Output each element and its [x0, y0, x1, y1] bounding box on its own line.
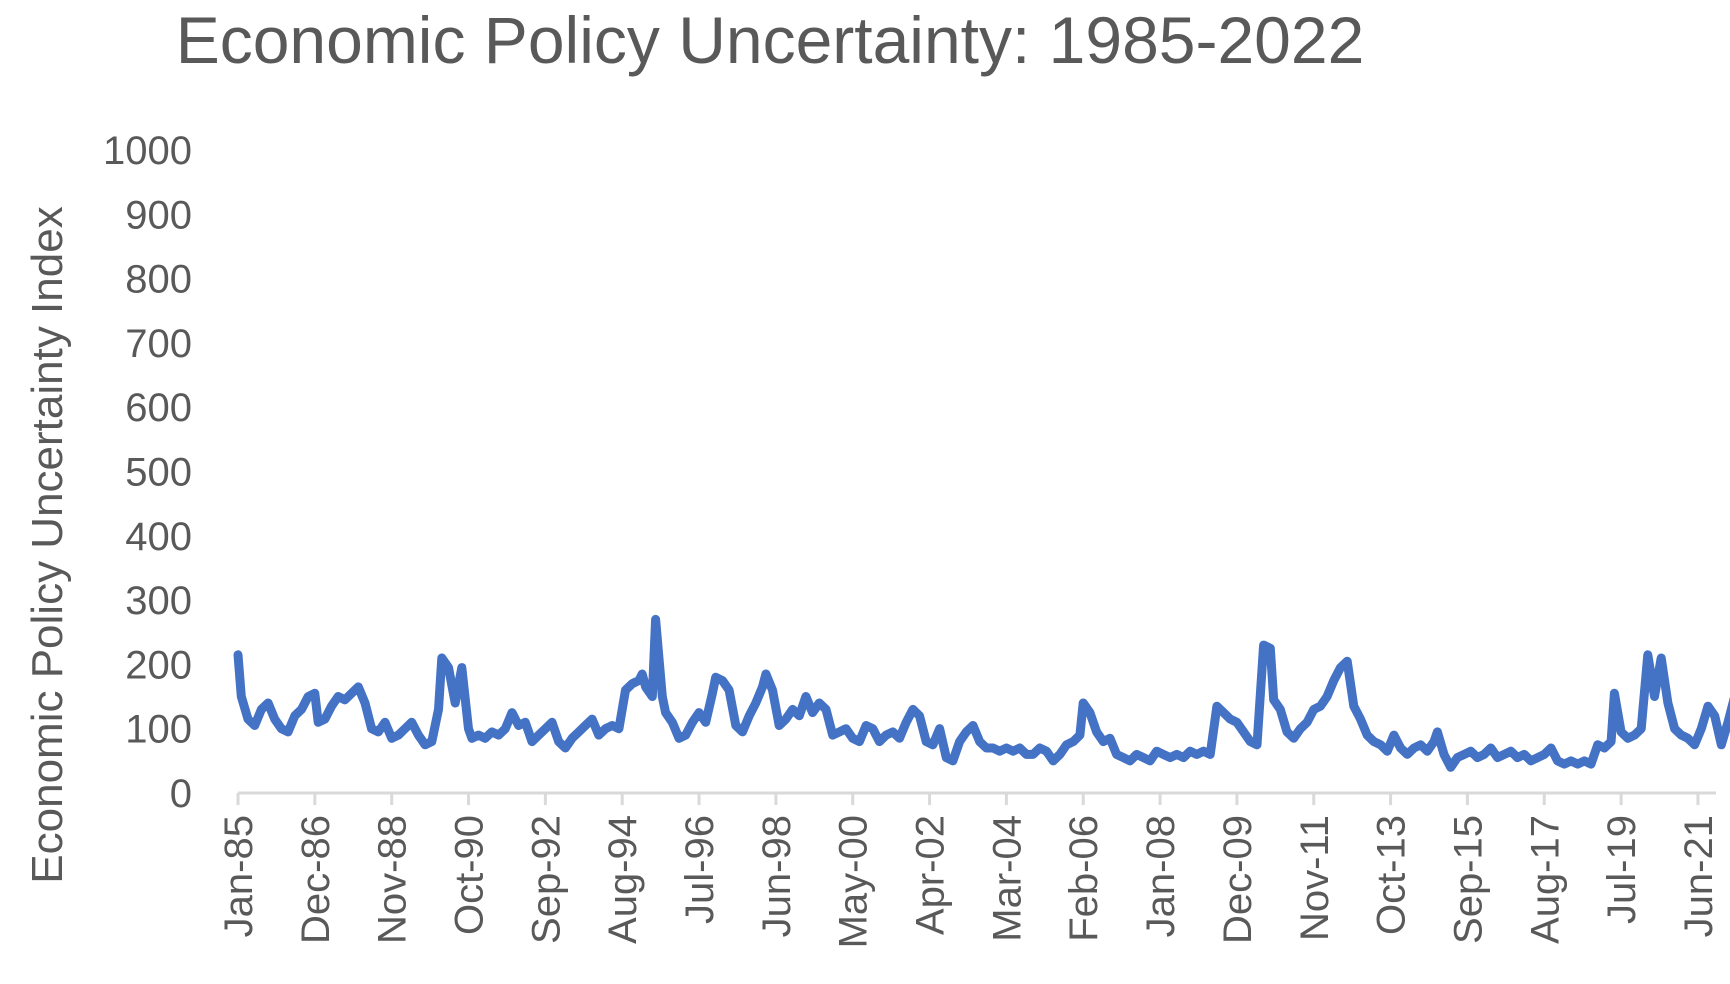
- y-tick-label: 800: [125, 258, 192, 302]
- x-tick-label: Nov-88: [371, 815, 415, 944]
- y-axis-label: Economic Policy Uncertainty Index: [23, 206, 72, 883]
- y-tick-label: 500: [125, 451, 192, 495]
- x-tick-label: May-00: [832, 815, 876, 948]
- x-tick-label: Aug-94: [601, 815, 645, 944]
- x-tick-label: Sep-15: [1446, 815, 1490, 944]
- y-tick-label: 200: [125, 643, 192, 687]
- x-tick-label: Sep-92: [524, 815, 568, 944]
- x-tick-label: Aug-17: [1523, 815, 1567, 944]
- x-tick-label: Dec-09: [1216, 815, 1260, 944]
- y-tick-label: 400: [125, 515, 192, 559]
- y-tick-label: 1000: [103, 129, 192, 173]
- y-axis-ticks: 0 100 200 300 400 500 600 700 800 900 1000: [103, 129, 192, 816]
- y-tick-label: 700: [125, 322, 192, 366]
- series-group: [233, 614, 1730, 772]
- x-tick-label: Oct-90: [448, 815, 492, 935]
- x-tick-label: Jan-08: [1139, 815, 1183, 937]
- y-tick-label: 600: [125, 386, 192, 430]
- y-tick-label: 300: [125, 579, 192, 623]
- series-line: [233, 614, 1730, 772]
- y-tick-label: 900: [125, 193, 192, 237]
- x-tick-label: Oct-13: [1370, 815, 1414, 935]
- x-tick-label: Mar-04: [985, 815, 1029, 942]
- y-tick-label: 0: [170, 772, 192, 816]
- x-tick-label: Dec-86: [294, 815, 338, 944]
- x-tick-label: Nov-11: [1293, 815, 1337, 941]
- chart-title: Economic Policy Uncertainty: 1985-2022: [176, 3, 1365, 77]
- x-tick-label: Jun-98: [755, 815, 799, 937]
- x-tick-label: Jul-96: [678, 815, 722, 924]
- x-tick-label: Jul-19: [1600, 815, 1644, 924]
- y-tick-label: 100: [125, 708, 192, 752]
- x-tick-label: Apr-02: [909, 815, 953, 935]
- x-axis-ticks: Jan-85 Dec-86 Nov-88 Oct-90 Sep-92 Aug-94 Jul-…: [217, 793, 1721, 948]
- x-tick-label: Jun-21: [1677, 815, 1721, 937]
- x-tick-label: Feb-06: [1062, 815, 1106, 942]
- x-tick-label: Jan-85: [217, 815, 261, 937]
